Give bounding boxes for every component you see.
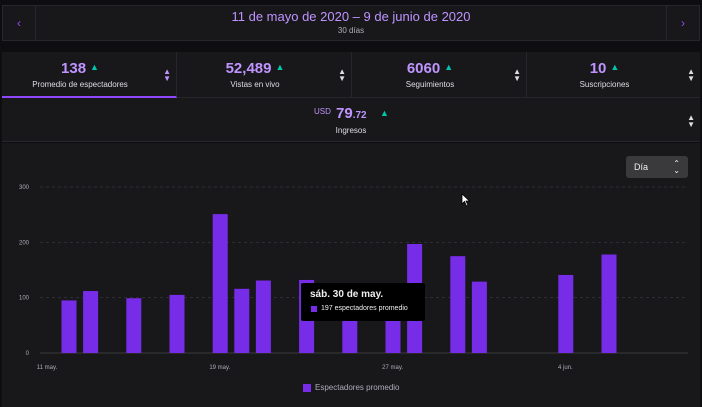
stat-tile-avg-viewers[interactable]: 138 ▲ Promedio de espectadores ▲ ▼ xyxy=(2,52,177,98)
revenue-value-dec: .72 xyxy=(352,110,367,121)
y-tick-label: 200 xyxy=(19,240,30,246)
revenue-currency: USD xyxy=(314,107,331,116)
revenue-label: Ingresos xyxy=(335,126,367,135)
revenue-value-int: 79 xyxy=(336,105,353,122)
date-range-box: ‹ 11 de mayo de 2020 – 9 de junio de 202… xyxy=(2,5,700,41)
chart-bar[interactable] xyxy=(169,294,185,353)
revenue-value: 79.72 xyxy=(336,105,367,122)
sort-icon: ▲ ▼ xyxy=(687,113,695,129)
legend-label: Espectadores promedio xyxy=(315,383,400,392)
period-select-value: Día xyxy=(634,162,649,172)
stat-label: Suscripciones xyxy=(579,80,630,89)
chart-bar[interactable] xyxy=(83,291,99,353)
stat-label: Seguimientos xyxy=(405,80,455,89)
trend-up-icon: ▲ xyxy=(610,62,620,72)
period-select[interactable]: Día ⌃ ⌄ xyxy=(626,156,688,178)
chart-bar[interactable] xyxy=(601,254,617,353)
sort-icon: ▲ ▼ xyxy=(163,67,171,83)
chart-bar[interactable] xyxy=(471,281,487,353)
tooltip-value: 197 espectadores promedio xyxy=(321,305,408,312)
chevron-left-icon: ‹ xyxy=(17,16,21,30)
x-tick-label: 11 may. xyxy=(37,365,58,371)
chart-bar[interactable] xyxy=(126,298,142,353)
chart-bar[interactable] xyxy=(558,274,574,353)
tooltip-swatch xyxy=(311,306,317,312)
stat-tile-follows[interactable]: 6060 ▲ Seguimientos ▲ ▼ xyxy=(352,52,527,98)
y-tick-label: 0 xyxy=(26,351,30,357)
tooltip-title: sáb. 30 de may. xyxy=(310,289,384,300)
y-tick-label: 100 xyxy=(19,296,30,302)
chevron-right-icon: › xyxy=(681,16,685,30)
x-tick-label: 4 jun. xyxy=(558,365,573,371)
stat-tile-subscriptions[interactable]: 10 ▲ Suscripciones ▲ ▼ xyxy=(527,52,700,98)
stat-tile-revenue[interactable]: USD 79.72 ▲ Ingresos ▲ ▼ xyxy=(2,98,700,142)
chevron-up-down-icon: ⌃ ⌄ xyxy=(673,159,680,175)
date-range-length: 30 días xyxy=(337,26,365,35)
stat-value: 10 xyxy=(589,60,607,77)
stat-value: 6060 xyxy=(406,60,441,77)
chart-bar[interactable] xyxy=(450,256,466,353)
stat-value: 138 xyxy=(61,60,87,77)
chart-bar[interactable] xyxy=(61,300,77,353)
stat-label: Vistas en vivo xyxy=(230,80,280,89)
sort-icon: ▲ ▼ xyxy=(513,67,521,83)
date-range-bar: ‹ 11 de mayo de 2020 – 9 de junio de 202… xyxy=(0,0,702,44)
chart-bar[interactable] xyxy=(234,288,250,353)
x-tick-label: 19 may. xyxy=(209,365,230,371)
stats-panel: 138 ▲ Promedio de espectadores ▲ ▼ 52,489 ▲… xyxy=(2,52,700,142)
y-tick-label: 300 xyxy=(19,185,30,191)
chart-bar[interactable] xyxy=(255,280,271,353)
x-tick-label: 27 may. xyxy=(382,365,403,371)
stat-tile-live-views[interactable]: 52,489 ▲ Vistas en vivo ▲ ▼ xyxy=(177,52,352,98)
next-period-button[interactable]: › xyxy=(666,6,699,40)
trend-up-icon: ▲ xyxy=(444,62,454,72)
mouse-cursor-icon xyxy=(461,193,471,207)
chart-bar[interactable] xyxy=(212,214,228,353)
date-range-label: 11 de mayo de 2020 – 9 de junio de 2020 xyxy=(231,9,471,24)
sort-icon: ▲ ▼ xyxy=(687,67,695,83)
previous-period-button[interactable]: ‹ xyxy=(3,6,36,40)
sort-icon: ▲ ▼ xyxy=(338,67,346,83)
trend-up-icon: ▲ xyxy=(90,62,99,72)
trend-up-icon: ▲ xyxy=(275,62,285,72)
chart-tooltip: sáb. 30 de may. 197 espectadores promedi… xyxy=(301,283,425,321)
trend-up-icon: ▲ xyxy=(380,108,389,118)
stat-label: Promedio de espectadores xyxy=(32,80,128,89)
legend-swatch xyxy=(303,384,311,392)
stat-value: 52,489 xyxy=(225,60,272,77)
